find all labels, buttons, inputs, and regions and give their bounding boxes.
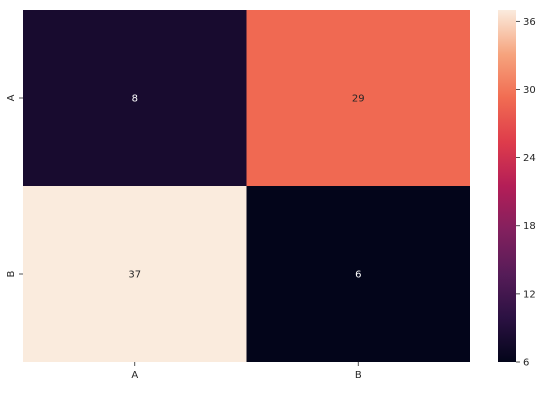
y-tick-label: B xyxy=(6,270,17,277)
heatmap-cell-B-A xyxy=(23,186,247,362)
colorbar-tick-label: 18 xyxy=(523,221,536,232)
colorbar-tick-label: 30 xyxy=(523,85,536,96)
heatmap-cell-A-B xyxy=(246,10,470,186)
y-tick-label: A xyxy=(6,94,17,101)
colorbar-tick-label: 36 xyxy=(523,17,536,28)
colorbar-ticks: 6 12 18 24 30 36 xyxy=(516,17,536,369)
heatmap-cells xyxy=(23,10,470,362)
colorbar-tick-label: 24 xyxy=(523,153,536,164)
y-axis-ticks: AB xyxy=(6,94,23,277)
cell-annotations: 8 29 37 6 xyxy=(128,94,364,281)
x-tick-label: A xyxy=(131,370,138,381)
cell-value-label: 37 xyxy=(128,270,141,281)
colorbar-gradient xyxy=(498,10,516,362)
colorbar: 6 12 18 24 30 36 xyxy=(498,10,536,369)
colorbar-tick-label: 12 xyxy=(523,289,536,300)
x-tick-label: B xyxy=(355,370,362,381)
cell-value-label: 6 xyxy=(355,270,361,281)
cell-value-label: 8 xyxy=(132,94,138,105)
cell-value-label: 29 xyxy=(352,94,365,105)
colorbar-tick-label: 6 xyxy=(523,358,529,369)
heatmap-cell-B-B xyxy=(246,186,470,362)
heatmap-cell-A-A xyxy=(23,10,247,186)
